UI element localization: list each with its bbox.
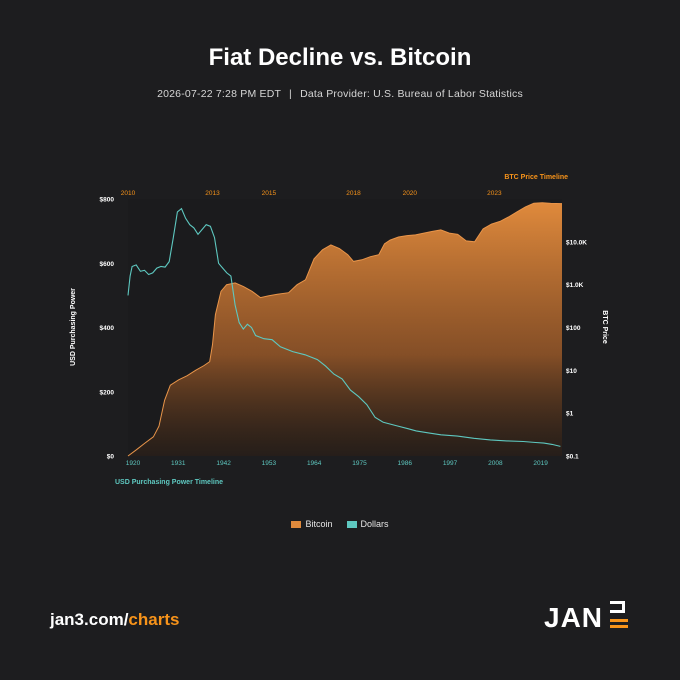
bottom-tick-label: 1920	[126, 460, 141, 467]
footer-url-prefix: jan3.com/	[50, 610, 129, 629]
dollars-series-line	[127, 207, 561, 447]
left-axis-title: USD Purchasing Power	[70, 288, 77, 366]
logo-text: JAN	[544, 602, 603, 632]
logo-three-mark	[610, 601, 628, 628]
legend-swatch-bitcoin	[291, 520, 302, 528]
bottom-axis-title: USD Purchasing Power Timeline	[115, 479, 223, 486]
right-axis-ticks: $10.0K $1.0K $100 $10 $1 $0.1	[566, 239, 587, 460]
top-tick-label: 2013	[205, 190, 220, 197]
subtitle-datetime: 2026-07-22 7:28 PM EDT	[157, 88, 281, 100]
bitcoin-series-line	[127, 202, 563, 457]
subtitle-provider: Data Provider: U.S. Bureau of Labor Stat…	[300, 88, 523, 100]
subtitle-separator: |	[289, 88, 292, 100]
top-tick-label: 2015	[262, 190, 277, 197]
legend-item-dollars[interactable]: Dollars	[346, 519, 389, 529]
right-tick-label: $0.1	[566, 454, 579, 461]
footer-url[interactable]: jan3.com/charts	[50, 610, 179, 630]
chart-subtitle: 2026-07-22 7:28 PM EDT | Data Provider: …	[0, 88, 680, 100]
top-axis-ticks: 2010 2013 2015 2018 2020 2023	[121, 190, 502, 197]
legend-label-dollars: Dollars	[360, 519, 389, 529]
left-tick-label: $800	[100, 197, 115, 204]
top-tick-label: 2018	[346, 190, 361, 197]
bottom-tick-label: 1986	[398, 460, 413, 467]
top-tick-label: 2010	[121, 190, 136, 197]
bottom-tick-label: 1975	[352, 460, 367, 467]
bottom-tick-label: 2019	[533, 460, 548, 467]
bottom-axis-ticks: 1920 1931 1942 1953 1964 1975 1986 1997 2008 2019	[126, 460, 548, 467]
top-tick-label: 2023	[487, 190, 502, 197]
bottom-tick-label: 1931	[171, 460, 186, 467]
chart-legend: Bitcoin Dollars	[0, 519, 680, 529]
left-tick-label: $200	[100, 389, 115, 396]
jan3-logo: JAN	[544, 601, 628, 632]
left-axis-ticks: $800 $600 $400 $200 $0	[100, 197, 115, 461]
legend-item-bitcoin[interactable]: Bitcoin	[291, 519, 333, 529]
chart-title: Fiat Decline vs. Bitcoin	[208, 44, 472, 71]
top-tick-label: 2020	[403, 190, 418, 197]
right-axis-title: BTC Price	[601, 310, 608, 344]
right-tick-label: $1.0K	[566, 282, 584, 289]
bottom-tick-label: 1997	[443, 460, 458, 467]
right-tick-label: $1	[566, 411, 574, 418]
bottom-tick-label: 1964	[307, 460, 322, 467]
top-axis-title: BTC Price Timeline	[504, 174, 568, 181]
bottom-tick-label: 1953	[262, 460, 277, 467]
legend-label-bitcoin: Bitcoin	[305, 519, 333, 529]
left-tick-label: $400	[100, 325, 115, 332]
right-tick-label: $10.0K	[566, 239, 587, 246]
right-tick-label: $10	[566, 368, 577, 375]
bottom-tick-label: 1942	[216, 460, 231, 467]
bitcoin-series-area	[128, 202, 562, 456]
legend-swatch-dollars	[346, 520, 357, 528]
right-tick-label: $100	[566, 325, 581, 332]
left-tick-label: $600	[100, 261, 115, 268]
footer-url-accent: charts	[128, 610, 180, 629]
bottom-tick-label: 2008	[488, 460, 503, 467]
left-tick-label: $0	[107, 454, 115, 461]
